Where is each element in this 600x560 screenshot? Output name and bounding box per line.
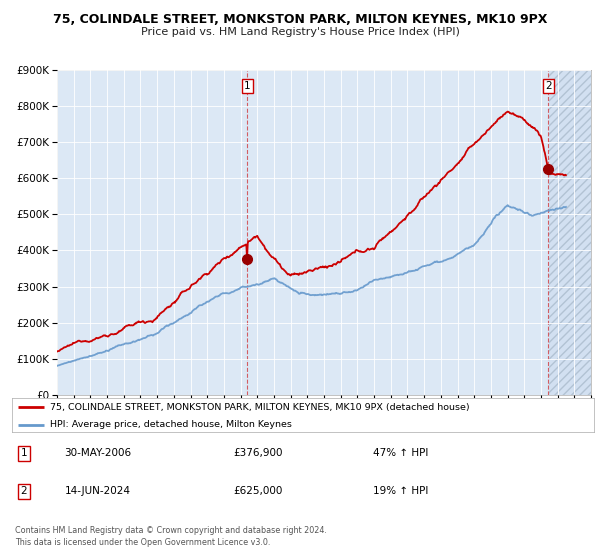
Bar — [549, 70, 591, 395]
Text: Contains HM Land Registry data © Crown copyright and database right 2024.: Contains HM Land Registry data © Crown c… — [15, 526, 327, 535]
Text: 30-MAY-2006: 30-MAY-2006 — [64, 449, 131, 458]
Text: £376,900: £376,900 — [233, 449, 283, 458]
Text: 19% ↑ HPI: 19% ↑ HPI — [373, 487, 428, 497]
Text: 75, COLINDALE STREET, MONKSTON PARK, MILTON KEYNES, MK10 9PX: 75, COLINDALE STREET, MONKSTON PARK, MIL… — [53, 13, 547, 26]
Text: Price paid vs. HM Land Registry's House Price Index (HPI): Price paid vs. HM Land Registry's House … — [140, 27, 460, 38]
Text: £625,000: £625,000 — [233, 487, 283, 497]
Text: 47% ↑ HPI: 47% ↑ HPI — [373, 449, 428, 458]
Text: 2: 2 — [545, 81, 552, 91]
Text: 2: 2 — [20, 487, 27, 497]
Text: This data is licensed under the Open Government Licence v3.0.: This data is licensed under the Open Gov… — [15, 538, 271, 547]
Text: 75, COLINDALE STREET, MONKSTON PARK, MILTON KEYNES, MK10 9PX (detached house): 75, COLINDALE STREET, MONKSTON PARK, MIL… — [50, 403, 469, 412]
Text: HPI: Average price, detached house, Milton Keynes: HPI: Average price, detached house, Milt… — [50, 420, 292, 429]
Text: 1: 1 — [244, 81, 251, 91]
Text: 14-JUN-2024: 14-JUN-2024 — [64, 487, 130, 497]
Text: 1: 1 — [20, 449, 27, 458]
